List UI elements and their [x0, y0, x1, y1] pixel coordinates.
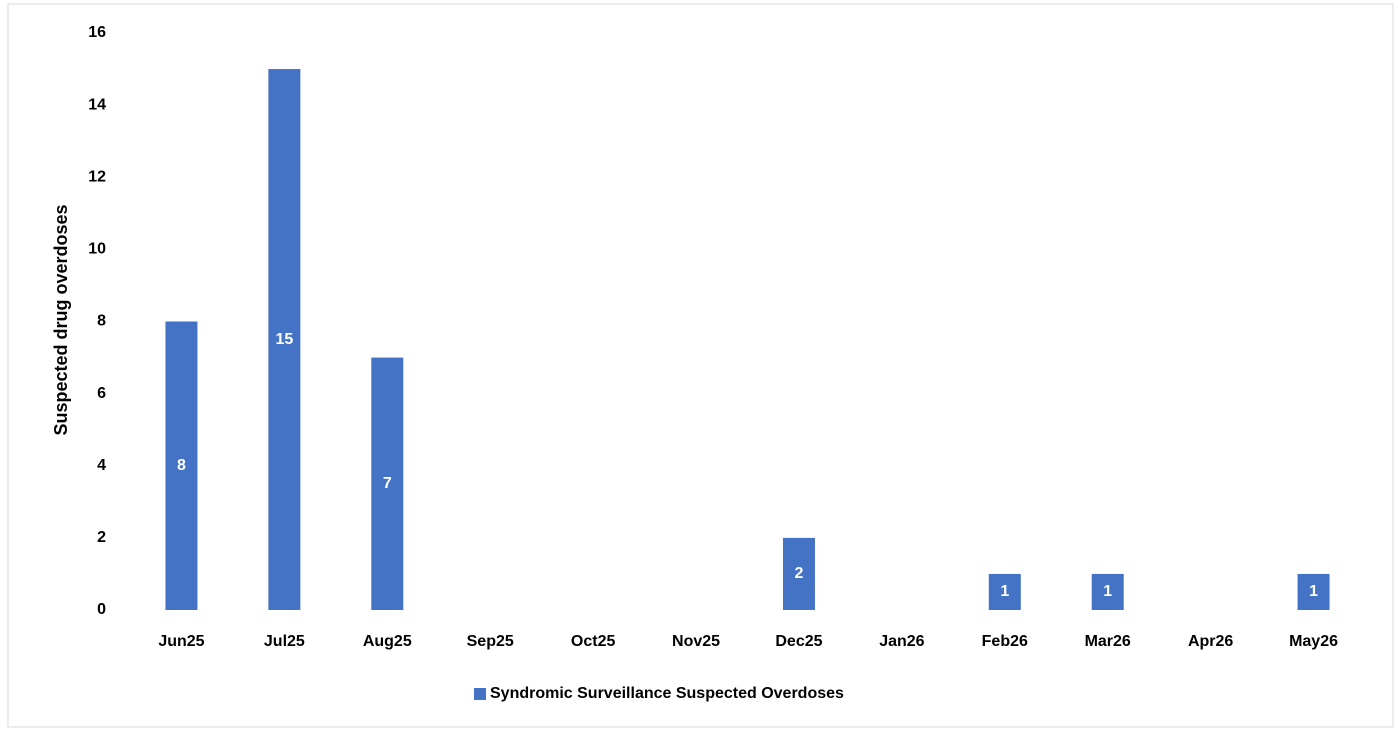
y-tick-label: 8 — [97, 313, 106, 330]
data-label: 2 — [795, 565, 804, 582]
legend-label: Syndromic Surveillance Suspected Overdos… — [490, 685, 844, 702]
y-axis-title: Suspected drug overdoses — [51, 204, 71, 435]
data-label: 1 — [1103, 583, 1112, 600]
y-tick-label: 10 — [88, 241, 106, 258]
data-label: 1 — [1000, 583, 1009, 600]
x-tick-label: Dec25 — [775, 633, 822, 650]
bar — [1297, 573, 1330, 610]
bar — [1091, 573, 1124, 610]
bar — [371, 357, 404, 610]
data-label: 8 — [177, 457, 186, 474]
bar — [988, 573, 1021, 610]
y-tick-label: 2 — [97, 529, 106, 546]
legend-swatch — [474, 688, 486, 700]
x-tick-label: Oct25 — [571, 633, 616, 650]
chart-frame — [7, 3, 1394, 728]
bar — [165, 321, 198, 610]
x-tick-label: Sep25 — [467, 633, 514, 650]
y-tick-label: 6 — [97, 385, 106, 402]
x-tick-label: Mar26 — [1085, 633, 1131, 650]
x-tick-label: Aug25 — [363, 633, 412, 650]
x-tick-label: Apr26 — [1188, 633, 1233, 650]
y-tick-label: 4 — [97, 457, 106, 474]
y-tick-label: 14 — [88, 96, 106, 113]
x-tick-label: Jan26 — [879, 633, 924, 650]
y-tick-label: 16 — [88, 24, 106, 41]
bar — [782, 537, 815, 610]
data-label: 7 — [383, 475, 392, 492]
x-tick-label: Nov25 — [672, 633, 720, 650]
x-tick-label: Jul25 — [264, 633, 305, 650]
x-tick-label: Jun25 — [158, 633, 204, 650]
y-tick-label: 12 — [88, 168, 106, 185]
x-tick-label: Feb26 — [982, 633, 1028, 650]
data-label: 1 — [1309, 583, 1318, 600]
y-tick-label: 0 — [97, 601, 106, 618]
data-label: 15 — [275, 331, 293, 348]
x-tick-label: May26 — [1289, 633, 1338, 650]
bar — [268, 69, 301, 610]
